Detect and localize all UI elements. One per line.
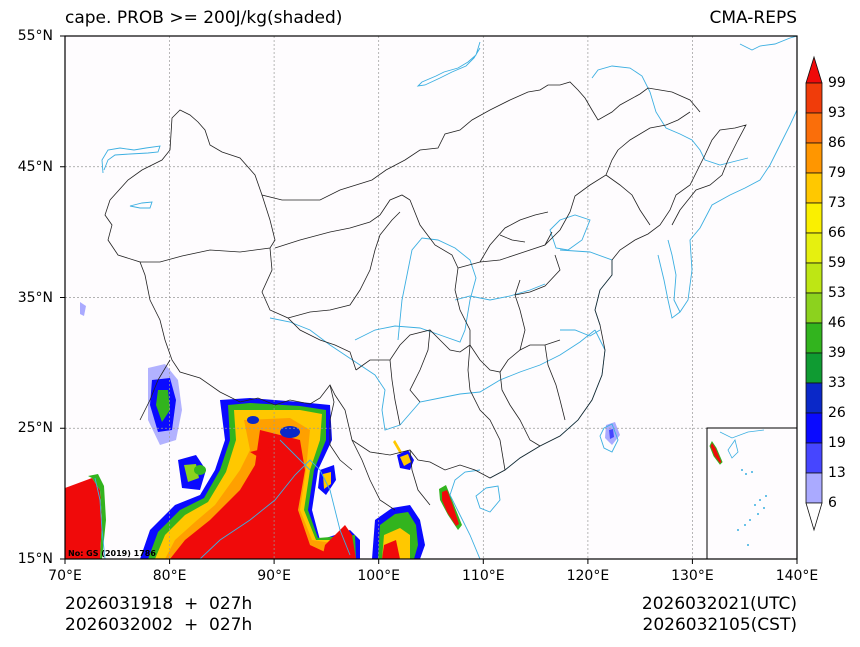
valid-time-utc: 2026032021(UTC) (641, 594, 797, 614)
colorbar-label-13: 13 (828, 465, 846, 481)
x-tick-140e: 140°E (775, 568, 819, 584)
y-tick-15n: 15°N (17, 551, 53, 567)
colorbar (805, 55, 823, 532)
x-tick-70e: 70°E (48, 568, 82, 584)
colorbar-label-93: 93 (828, 105, 846, 121)
x-tick-110e: 110°E (462, 568, 505, 584)
y-tick-55n: 55°N (17, 28, 53, 44)
y-tick-35n: 35°N (17, 289, 53, 306)
chart-title: cape. PROB >= 200J/kg(shaded) (65, 8, 343, 28)
south-china-sea-inset (706, 427, 798, 560)
x-tick-130e: 130°E (671, 568, 714, 584)
y-tick-45n: 45°N (17, 158, 53, 175)
valid-time-cst: 2026032105(CST) (642, 615, 797, 635)
model-label: CMA-REPS (709, 8, 797, 28)
colorbar-label-99: 99 (828, 75, 846, 91)
colorbar-label-66: 66 (828, 225, 846, 241)
init-time-block: 2026031918 + 027h 2026032002 + 027h (65, 594, 252, 636)
x-tick-120e: 120°E (566, 568, 610, 584)
colorbar-label-86: 86 (828, 135, 846, 151)
colorbar-label-53: 53 (828, 285, 846, 301)
colorbar-label-19: 19 (828, 435, 846, 451)
colorbar-label-46: 46 (828, 315, 846, 331)
map-approval-notice: No: GS (2019) 1786 (68, 549, 156, 558)
boundaries (104, 81, 747, 511)
init-time-line2: 2026032002 + 027h (65, 615, 253, 635)
cape-shading (65, 302, 620, 559)
init-time-line1: 2026031918 + 027h (65, 594, 253, 614)
colorbar-label-79: 79 (828, 165, 846, 181)
colorbar-label-73: 73 (828, 195, 846, 211)
colorbar-label-6: 6 (828, 495, 837, 511)
colorbar-label-59: 59 (828, 255, 846, 271)
y-tick-25n: 25°N (17, 420, 53, 437)
x-tick-80e: 80°E (152, 568, 187, 584)
colorbar-label-26: 26 (828, 405, 846, 421)
axis-ticks (60, 35, 798, 564)
valid-time-block: 2026032021(UTC) 2026032105(CST) (642, 594, 797, 636)
colorbar-label-33: 33 (828, 375, 846, 391)
x-tick-90e: 90°E (257, 568, 291, 584)
x-tick-100e: 100°E (357, 568, 400, 584)
colorbar-label-39: 39 (828, 345, 846, 361)
gridlines (65, 36, 797, 559)
